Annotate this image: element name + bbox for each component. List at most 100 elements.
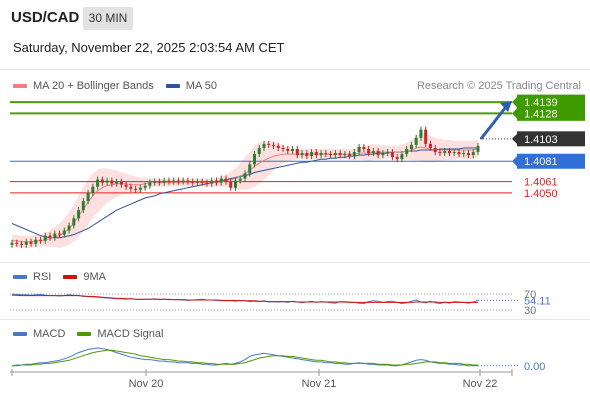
candle-body (371, 151, 375, 154)
macd-current-label: 0.00 (524, 361, 545, 373)
candle-body (262, 143, 266, 148)
legend-label-rsi: RSI (33, 271, 52, 283)
candle-body (324, 153, 328, 155)
candle (229, 178, 233, 191)
candle (291, 145, 295, 155)
candle (29, 238, 33, 247)
candle (438, 149, 442, 157)
legend-label-ma20: MA 20 + Bollinger Bands (33, 80, 154, 92)
candle-body (138, 187, 142, 190)
candle (267, 140, 271, 148)
candle (305, 150, 309, 160)
candle (210, 177, 214, 187)
candle-body (362, 146, 366, 150)
candle (433, 144, 437, 156)
legend-label-ma50: MA 50 (185, 80, 217, 92)
macd-legend: MACD MACD Signal (13, 328, 175, 340)
candle-body (471, 152, 475, 156)
candle-body (381, 153, 385, 156)
macd-swatch (13, 332, 27, 336)
candle (191, 178, 195, 186)
candle (243, 170, 247, 182)
candle-body (333, 153, 337, 156)
candle-body (424, 129, 428, 144)
candle (424, 126, 428, 147)
legend-item-rsi: RSI (13, 271, 51, 283)
datetime-label: Saturday, November 22, 2025 2:03:54 AM C… (13, 40, 285, 55)
level-tag-pointer (512, 97, 517, 108)
candle (462, 150, 466, 158)
macd-signal-swatch (77, 332, 92, 336)
candle-body (238, 178, 242, 181)
candle-body (219, 178, 223, 183)
candle-body (148, 182, 152, 186)
candle-body (452, 152, 456, 154)
candle (195, 178, 199, 186)
symbol-title: USD/CAD (11, 9, 80, 26)
candle-body (129, 186, 133, 189)
candle-body (419, 129, 423, 138)
forecast-arrow-shaft (479, 107, 507, 140)
legend-item-ma20: MA 20 + Bollinger Bands (13, 80, 154, 92)
candle (81, 197, 85, 214)
ma20-swatch (13, 84, 27, 88)
candle-body (167, 180, 171, 182)
candle-body (48, 235, 52, 238)
candle (224, 175, 228, 185)
legend-item-macd: MACD (13, 328, 65, 340)
candle (248, 161, 252, 177)
candle (148, 179, 152, 189)
legend-item-ma50: MA 50 (165, 80, 217, 92)
candle-body (428, 143, 432, 148)
candle-body (224, 178, 228, 182)
candle-body (105, 180, 109, 183)
candle-body (96, 179, 100, 187)
level-label: 1.4050 (524, 188, 558, 200)
candle (314, 149, 318, 159)
candle (386, 149, 390, 157)
candle (181, 177, 185, 185)
candle (124, 181, 128, 190)
candle-body (20, 243, 24, 245)
candle-body (43, 235, 47, 241)
candle-body (172, 180, 176, 182)
candle (376, 147, 380, 159)
candle-body (248, 164, 252, 174)
candle-body (343, 154, 347, 156)
candle-body (143, 185, 147, 188)
candle (262, 140, 266, 152)
candle-body (100, 179, 104, 183)
timeframe-badge[interactable]: 30 MIN (83, 7, 133, 30)
candle-body (205, 182, 209, 184)
candle-body (466, 153, 470, 156)
candle (381, 150, 385, 159)
candle-body (39, 239, 43, 241)
candle (62, 227, 66, 238)
candle (176, 177, 180, 185)
candle (39, 236, 43, 244)
candle-body (352, 152, 356, 157)
candle (43, 232, 47, 244)
candle (405, 145, 409, 158)
candle-body (433, 147, 437, 153)
candle-body (300, 153, 304, 156)
candle (476, 142, 480, 156)
candle-body (405, 149, 409, 155)
candle-body (153, 181, 157, 183)
candle (443, 147, 447, 157)
candle-body (272, 144, 276, 146)
candle (310, 149, 314, 160)
candle (447, 147, 451, 157)
candle-body (176, 180, 180, 182)
candle-body (186, 180, 190, 182)
x-tick-label: Nov 22 (463, 378, 498, 390)
candle (20, 240, 24, 248)
candle-body (376, 151, 380, 156)
candle (91, 183, 95, 196)
candle (390, 149, 394, 161)
candle (200, 178, 204, 186)
candle-body (357, 146, 361, 153)
rsi-swatch (13, 275, 27, 279)
candle (414, 134, 418, 148)
